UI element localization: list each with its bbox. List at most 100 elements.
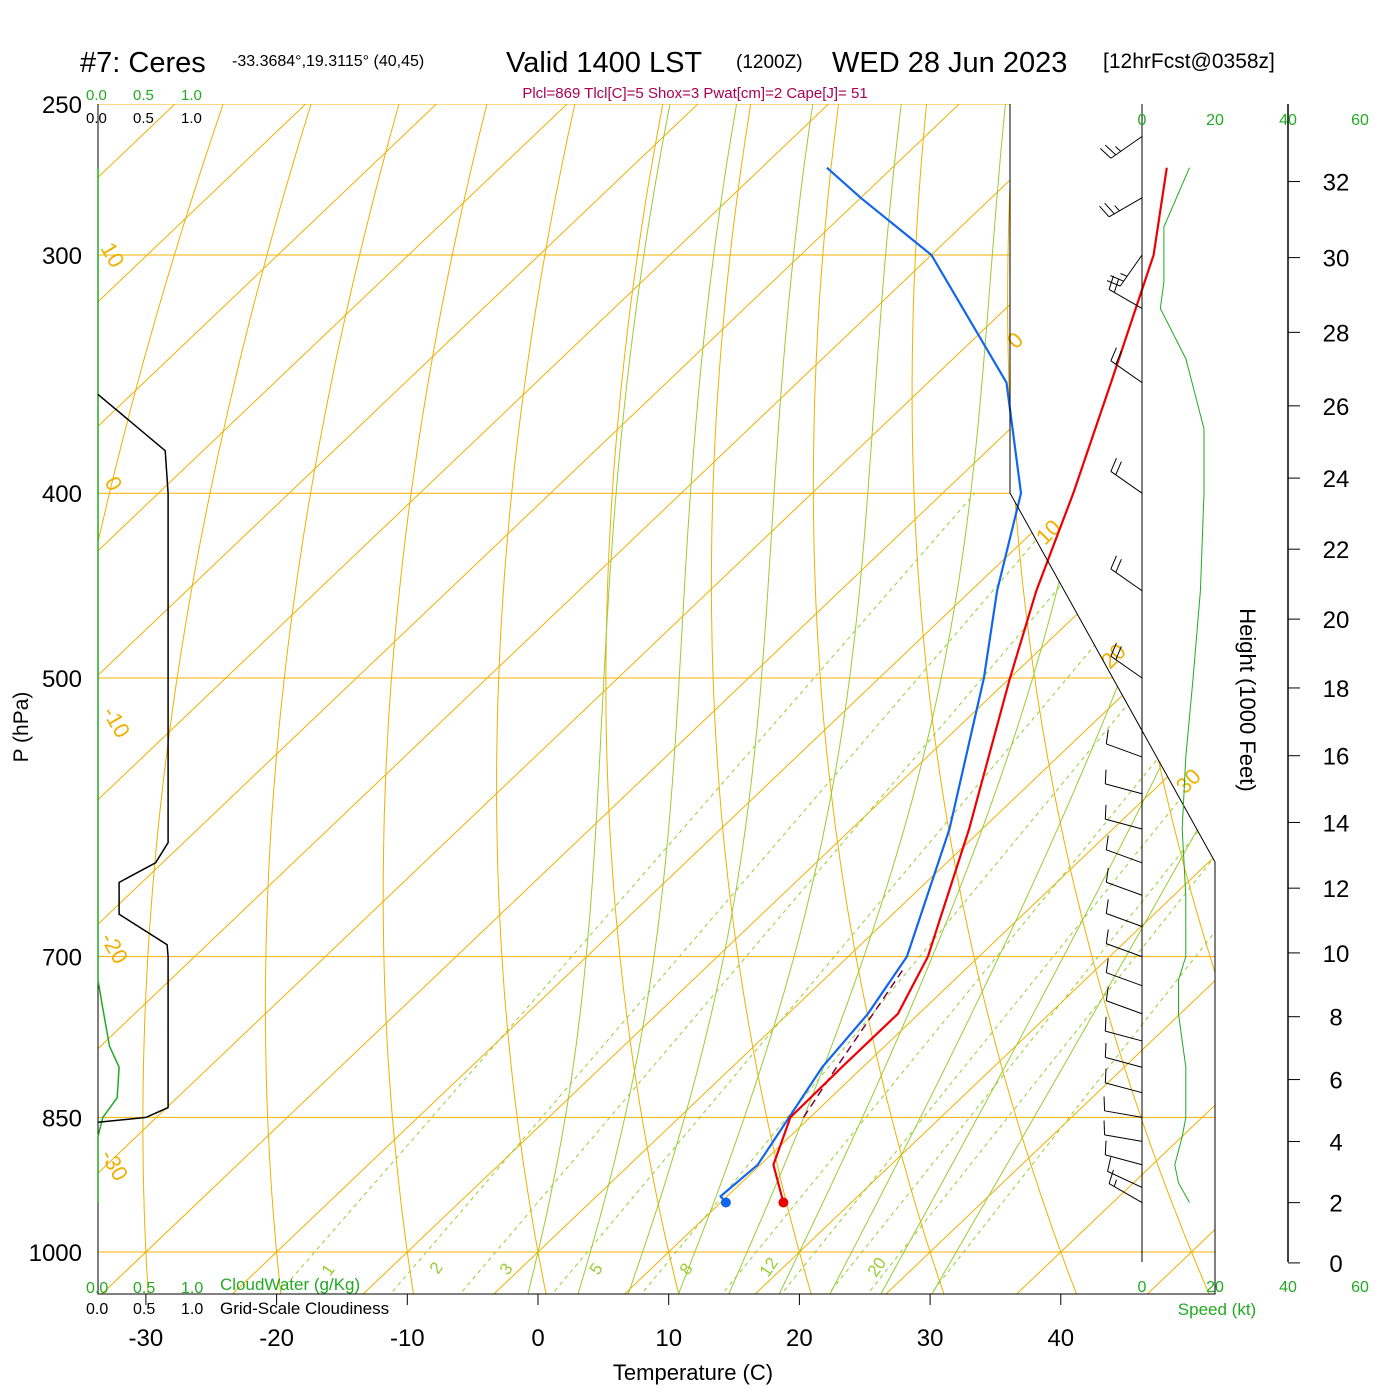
cloud-water-tick: 0.5 (133, 1280, 155, 1297)
zulu-time: (1200Z) (736, 52, 803, 73)
cloud-water-tick: 0.0 (86, 1280, 108, 1297)
wind-barb (1110, 347, 1143, 384)
isotherm (862, 104, 1215, 1294)
isotherm (98, 104, 902, 1294)
isotherm (98, 104, 1215, 1294)
barb-staff (1106, 743, 1143, 758)
barb-staff (1104, 1110, 1143, 1118)
barb-staff (1106, 881, 1143, 896)
mixing-ratio-line (258, 492, 976, 1294)
mixing-ratio-label: 5 (586, 1260, 607, 1279)
mixing-ratio-label: 20 (864, 1254, 890, 1280)
dry-adiabat (496, 104, 592, 1294)
wind-barb (1104, 804, 1143, 830)
wind-barb (1104, 1043, 1143, 1068)
barb-half-flag (1115, 146, 1122, 152)
wind-barb (1104, 1016, 1143, 1042)
barb-staff (1108, 197, 1143, 218)
pressure-tick-label: 1000 (29, 1240, 82, 1267)
isotherm (98, 104, 771, 1294)
barb-staff (1106, 972, 1143, 987)
skewt-profiles (719, 166, 1168, 1208)
barb-staff (1110, 136, 1143, 159)
station-coords: -33.3684°,19.3115° (40,45) (232, 53, 424, 70)
barb-flag (1104, 1016, 1107, 1032)
speed-label: Speed (kt) (1178, 1300, 1256, 1319)
barb-staff (1104, 1134, 1143, 1142)
height-tick-label: 14 (1323, 810, 1350, 837)
barb-staff (1105, 1056, 1143, 1068)
cloudiness-tick: 1.0 (181, 110, 202, 127)
height-tick-label: 26 (1323, 394, 1350, 421)
speed-tick: 60 (1351, 1279, 1369, 1296)
wind-barb (1105, 868, 1143, 896)
sounding-indices: Plcl=869 Tlcl[C]=5 Shox=3 Pwat[cm]=2 Cap… (522, 85, 867, 102)
barb-flag (1110, 555, 1117, 570)
cloud-water-tick: 1.0 (181, 1280, 203, 1297)
moist-adiabat (521, 104, 671, 1294)
barb-flag (1105, 929, 1109, 944)
dry-adiabat (382, 104, 506, 1294)
barb-staff (1105, 783, 1143, 795)
height-tick-label: 12 (1323, 876, 1350, 903)
barb-flag (1115, 350, 1122, 365)
mixing-ratio-label: 2 (426, 1259, 447, 1278)
cloudiness-tick: 0.5 (133, 110, 154, 127)
barb-half-flag (1114, 205, 1120, 212)
barb-staff (1105, 1154, 1143, 1166)
isotherm (1124, 104, 1215, 1294)
barb-flag (1105, 729, 1109, 744)
isotherm (601, 104, 1215, 1294)
barb-flag (1105, 986, 1109, 1001)
height-tick-label: 2 (1329, 1191, 1342, 1218)
isotherm (340, 104, 1215, 1294)
mixing-ratio-line (810, 492, 1215, 1294)
isotherm (98, 104, 640, 1294)
barb-staff (1108, 1183, 1143, 1203)
barb-flag (1104, 1140, 1107, 1155)
barb-staff (1105, 1030, 1143, 1042)
height-tick-label: 32 (1323, 170, 1350, 197)
height-tick-label: 20 (1323, 607, 1350, 634)
barb-staff (1105, 1082, 1143, 1094)
isotherm-label: 0 (100, 472, 128, 495)
wind-barb (1100, 136, 1143, 159)
dry-adiabat (1363, 35, 1400, 1316)
barb-flag (1105, 958, 1109, 973)
moist-adiabat (918, 104, 1215, 1294)
wind-barb (1107, 1157, 1143, 1188)
barb-half-flag (1113, 1179, 1117, 1187)
pressure-tick-label: 850 (42, 1105, 82, 1132)
moist-adiabat (619, 104, 814, 1294)
cloudiness-tick: 1.0 (181, 1301, 203, 1318)
barb-flag (1115, 646, 1122, 660)
dewpoint-line (719, 166, 1023, 1204)
cloud-water-tick: 1.0 (181, 87, 202, 104)
wind-speed-line (1159, 167, 1205, 1203)
barb-flag (1105, 868, 1109, 883)
height-tick-label: 16 (1323, 744, 1350, 771)
station-title: #7: Ceres (80, 47, 206, 79)
dry-adiabat (98, 104, 248, 1294)
pressure-tick-label: 500 (42, 666, 82, 693)
barb-flag (1105, 899, 1109, 914)
cloudiness-tick: 0.0 (86, 1301, 108, 1318)
plot-frame (97, 104, 1216, 1295)
speed-tick: 20 (1206, 112, 1224, 129)
barb-flag (1115, 461, 1122, 476)
moist-adiabat (818, 104, 1215, 1294)
dry-adiabat (710, 104, 819, 1294)
speed-tick: 0 (1138, 112, 1147, 129)
barb-flag (1105, 835, 1109, 850)
barb-flag (1107, 1157, 1112, 1172)
dry-adiabat (264, 104, 420, 1294)
cloud-scale-bottom: 0.0 0.5 1.0 CloudWater (g/Kg) 0.0 0.5 1.… (86, 1275, 389, 1318)
wind-barb (1110, 458, 1143, 494)
wind-barb (1105, 899, 1143, 927)
wind-barb (1099, 197, 1143, 218)
y-axis-label: P (hPa) (10, 692, 33, 763)
wind-barb (1103, 1120, 1143, 1142)
wind-barb (1110, 555, 1143, 592)
wind-barb (1105, 986, 1143, 1015)
